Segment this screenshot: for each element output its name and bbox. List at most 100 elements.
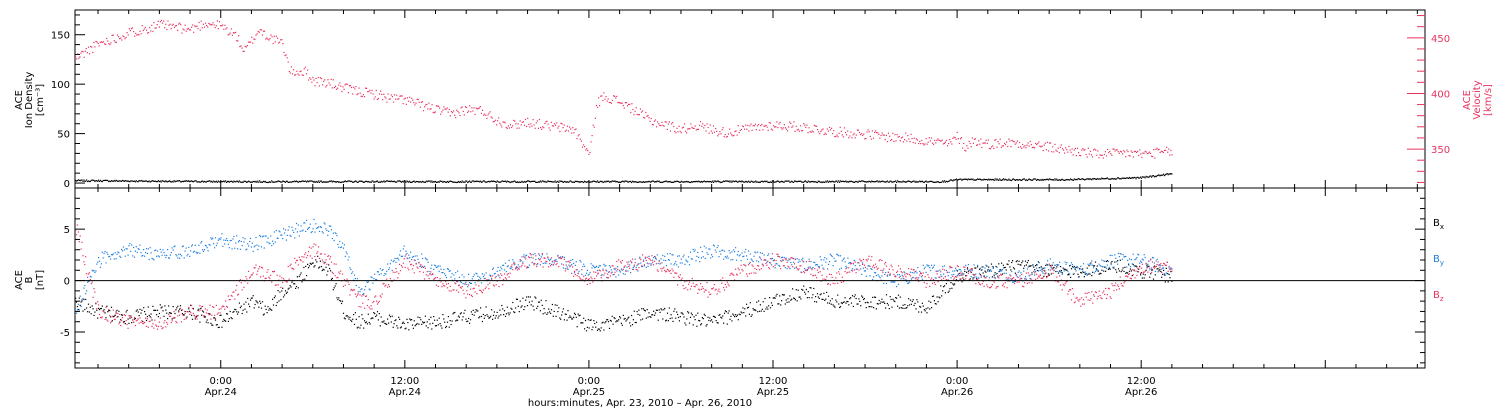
density-series-point (98, 180, 101, 183)
velocity-series-point (1129, 155, 1131, 157)
bx-series-point (360, 324, 362, 326)
velocity-series-point (324, 79, 326, 81)
bz-series-point (152, 323, 154, 325)
by-series-point (121, 248, 123, 250)
bx-series-point (1055, 270, 1057, 273)
density-series-point (357, 181, 359, 183)
by-series-point (409, 257, 411, 259)
bx-series-point (251, 297, 253, 299)
by-series-point (163, 252, 165, 254)
velocity-series-point (586, 148, 588, 150)
density-series-point (136, 181, 138, 183)
bx-series-point (881, 298, 883, 300)
velocity-series-point (781, 128, 783, 130)
velocity-series-point (843, 127, 846, 129)
bx-series-point (87, 311, 89, 313)
density-series-point (1088, 178, 1090, 181)
by-series-point (705, 247, 707, 249)
bx-series-point (837, 294, 839, 296)
bx-series-point (927, 307, 929, 309)
bx-series-point (786, 301, 788, 303)
bx-series-point (724, 310, 726, 312)
by-series-point (430, 267, 432, 269)
bx-series-point (735, 315, 738, 318)
bx-series-point (890, 298, 892, 301)
by-series-point (766, 261, 768, 263)
density-series-point (426, 181, 428, 183)
density-series-point (173, 180, 175, 182)
by-series-point (1063, 270, 1065, 272)
density-series-point (468, 181, 470, 183)
density-series-point (665, 180, 667, 182)
by-series-point (632, 266, 634, 269)
density-series-point (829, 181, 831, 183)
density-series-point (262, 180, 264, 182)
bx-series-point (794, 299, 796, 301)
bx-series-point (106, 305, 108, 307)
bx-series-point (317, 255, 319, 257)
bx-series-point (713, 316, 715, 318)
density-series-point (507, 181, 509, 183)
bx-series-point (934, 303, 936, 305)
velocity-series-point (229, 32, 231, 34)
density-series-point (770, 181, 773, 183)
velocity-series-point (632, 108, 634, 111)
density-series-point (597, 181, 599, 183)
velocity-series-point (602, 99, 604, 102)
bx-series-point (133, 318, 136, 320)
by-series-point (426, 259, 428, 261)
bx-series-point (116, 309, 118, 311)
by-series-point (538, 258, 540, 260)
velocity-series-point (1072, 154, 1074, 156)
by-series-point (1048, 264, 1050, 266)
density-series-point (281, 181, 283, 183)
by-series-point (1013, 280, 1016, 283)
bx-series-point (515, 307, 517, 309)
by-series-point (142, 254, 144, 257)
bx-series-point (853, 296, 855, 298)
bx-series-point (803, 285, 805, 287)
density-series-point (1163, 175, 1166, 177)
by-series-point (299, 230, 301, 232)
velocity-series-point (1130, 150, 1132, 152)
bx-series-point (665, 319, 668, 321)
density-series-point (493, 180, 495, 182)
density-series-point (848, 181, 850, 183)
velocity-series-point (416, 98, 418, 101)
bx-series-point (1026, 262, 1028, 264)
by-series-point (261, 236, 264, 238)
velocity-series-point (777, 127, 779, 129)
velocity-series-point (804, 124, 806, 126)
bx-series-point (1096, 265, 1098, 267)
by-series-point (523, 254, 525, 256)
density-series-point (503, 180, 506, 182)
by-series-point (347, 259, 349, 261)
by-series-point (538, 254, 541, 256)
density-series-point (930, 180, 932, 183)
bx-series-point (545, 300, 547, 302)
density-series-point (758, 181, 761, 183)
bx-series-point (481, 320, 483, 323)
bx-series-point (556, 304, 558, 306)
bx-series-point (619, 316, 621, 318)
density-series-point (255, 180, 257, 182)
velocity-series-point (593, 126, 595, 128)
bx-series-point (1071, 266, 1074, 268)
velocity-series-point (634, 110, 636, 112)
by-series-point (416, 255, 418, 257)
by-series-point (828, 261, 831, 263)
bx-series-point (643, 309, 645, 311)
by-series-point (1154, 270, 1156, 272)
density-series-point (313, 181, 315, 183)
velocity-series-point (1157, 149, 1159, 151)
bz-series-point (137, 318, 139, 320)
bx-series-point (561, 311, 564, 313)
by-series-point (285, 239, 287, 241)
bx-series-point (741, 312, 743, 314)
by-series-point (445, 275, 447, 277)
bx-series-point (123, 321, 125, 323)
bx-series-point (570, 316, 572, 318)
by-series-point (1064, 261, 1066, 263)
velocity-series-point (456, 109, 458, 111)
